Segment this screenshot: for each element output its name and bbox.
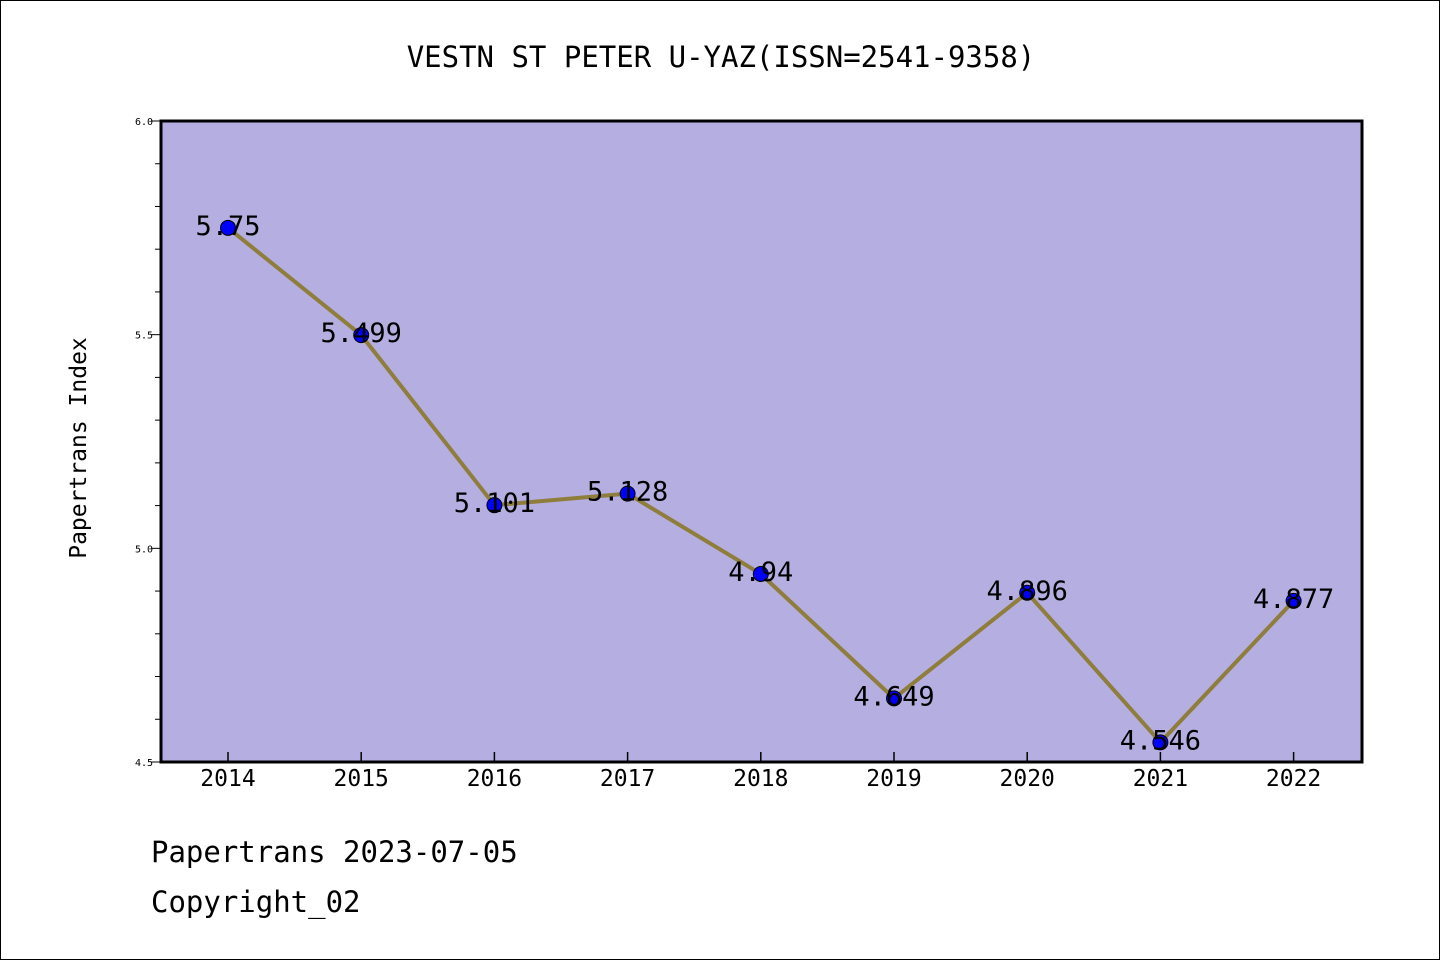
y-tick-label: 4.5 <box>135 758 153 769</box>
data-label: 4.896 <box>987 576 1068 607</box>
x-tick-label: 2022 <box>1266 766 1321 792</box>
data-point <box>486 497 503 514</box>
data-label: 5.75 <box>195 211 260 242</box>
x-tick-label: 2021 <box>1133 766 1188 792</box>
data-label: 5.101 <box>454 488 535 519</box>
x-tick-label: 2016 <box>467 766 522 792</box>
x-tick-label: 2019 <box>866 766 921 792</box>
data-point <box>619 485 636 502</box>
x-tick-label: 2017 <box>600 766 655 792</box>
data-label: 4.877 <box>1253 584 1334 615</box>
y-axis-label: Papertrans Index <box>66 337 92 559</box>
chart-title: VESTN ST PETER U-YAZ(ISSN=2541-9358) <box>407 40 1036 74</box>
data-label: 4.649 <box>853 681 934 712</box>
y-tick-label: 5.0 <box>135 544 153 555</box>
plot-area <box>159 119 1364 764</box>
data-point <box>1019 584 1036 601</box>
y-tick-label: 5.5 <box>135 331 153 342</box>
x-tick-label: 2018 <box>733 766 788 792</box>
data-point <box>353 327 370 344</box>
data-label: 4.546 <box>1120 725 1201 756</box>
data-point <box>752 565 769 582</box>
data-label: 5.499 <box>321 318 402 349</box>
footer-copyright: Copyright_02 <box>151 885 361 919</box>
data-point <box>1285 592 1302 609</box>
y-tick-label: 6.0 <box>135 117 153 128</box>
data-label: 5.128 <box>587 477 668 508</box>
footer-date: Papertrans 2023-07-05 <box>151 835 518 869</box>
data-label: 4.94 <box>728 557 793 588</box>
data-point <box>886 690 902 707</box>
x-tick-label: 2014 <box>200 766 255 792</box>
data-point <box>220 219 236 236</box>
data-point <box>1152 734 1169 751</box>
x-tick-label: 2015 <box>334 766 389 792</box>
x-tick-label: 2020 <box>1000 766 1055 792</box>
